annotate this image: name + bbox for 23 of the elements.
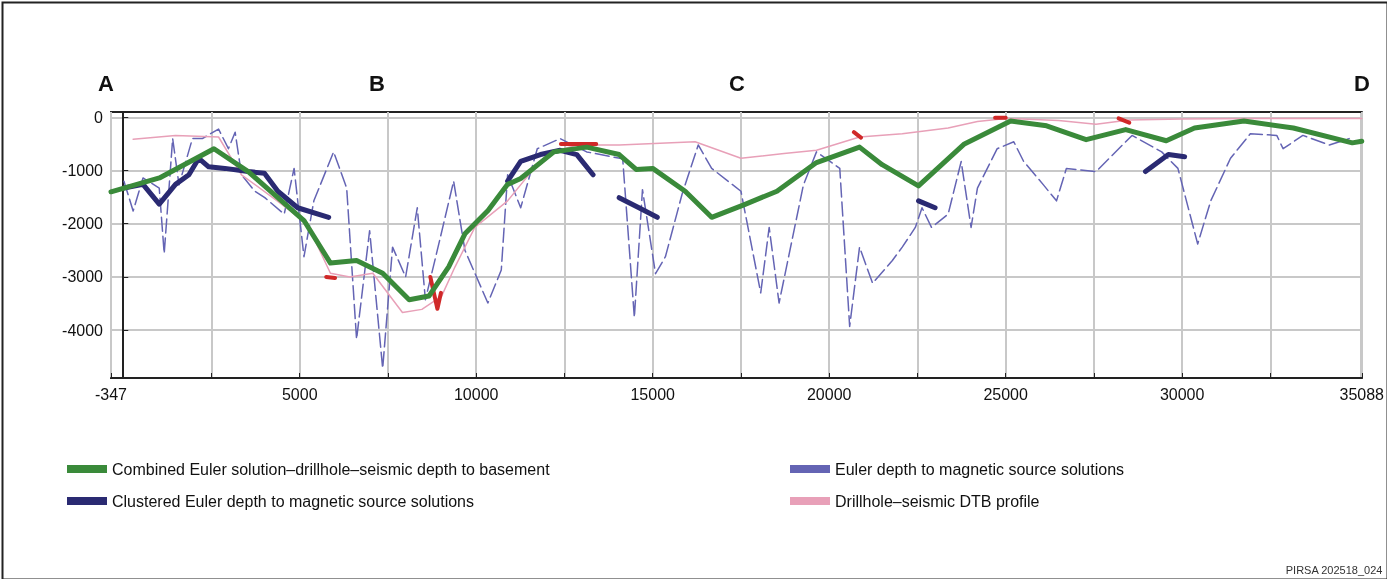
y-tick-label: -4000 — [62, 321, 104, 339]
y-tick-label: 0 — [94, 108, 104, 126]
legend-label: Drillhole–seismic DTB profile — [835, 492, 1040, 510]
x-tick-label: 35088 — [1339, 385, 1385, 403]
legend-label: Euler depth to magnetic source solutions — [835, 460, 1125, 478]
x-tick-label: 20000 — [806, 385, 852, 403]
text: B — [369, 70, 385, 96]
text: C — [729, 70, 745, 96]
y-tick-label: -2000 — [62, 215, 104, 233]
legend-label: Clustered Euler depth to magnetic source solutions — [112, 492, 474, 510]
x-tick-label: 15000 — [630, 385, 676, 403]
x-tick-label: 25000 — [983, 385, 1029, 403]
line-series — [123, 128, 1350, 370]
x-tick-label: 30000 — [1159, 385, 1205, 403]
text: D — [1354, 70, 1370, 96]
text: A — [98, 70, 114, 96]
y-tick-label: -3000 — [62, 268, 104, 286]
x-tick-label: -347 — [94, 385, 128, 403]
text: PIRSA 202518_024 — [1285, 563, 1383, 576]
y-tick-label: -1000 — [62, 162, 104, 180]
x-tick-label: 10000 — [453, 385, 499, 403]
legend-label: Combined Euler solution–drillhole–seismic depth to basement — [112, 460, 551, 478]
x-tick-label: 5000 — [281, 385, 318, 403]
